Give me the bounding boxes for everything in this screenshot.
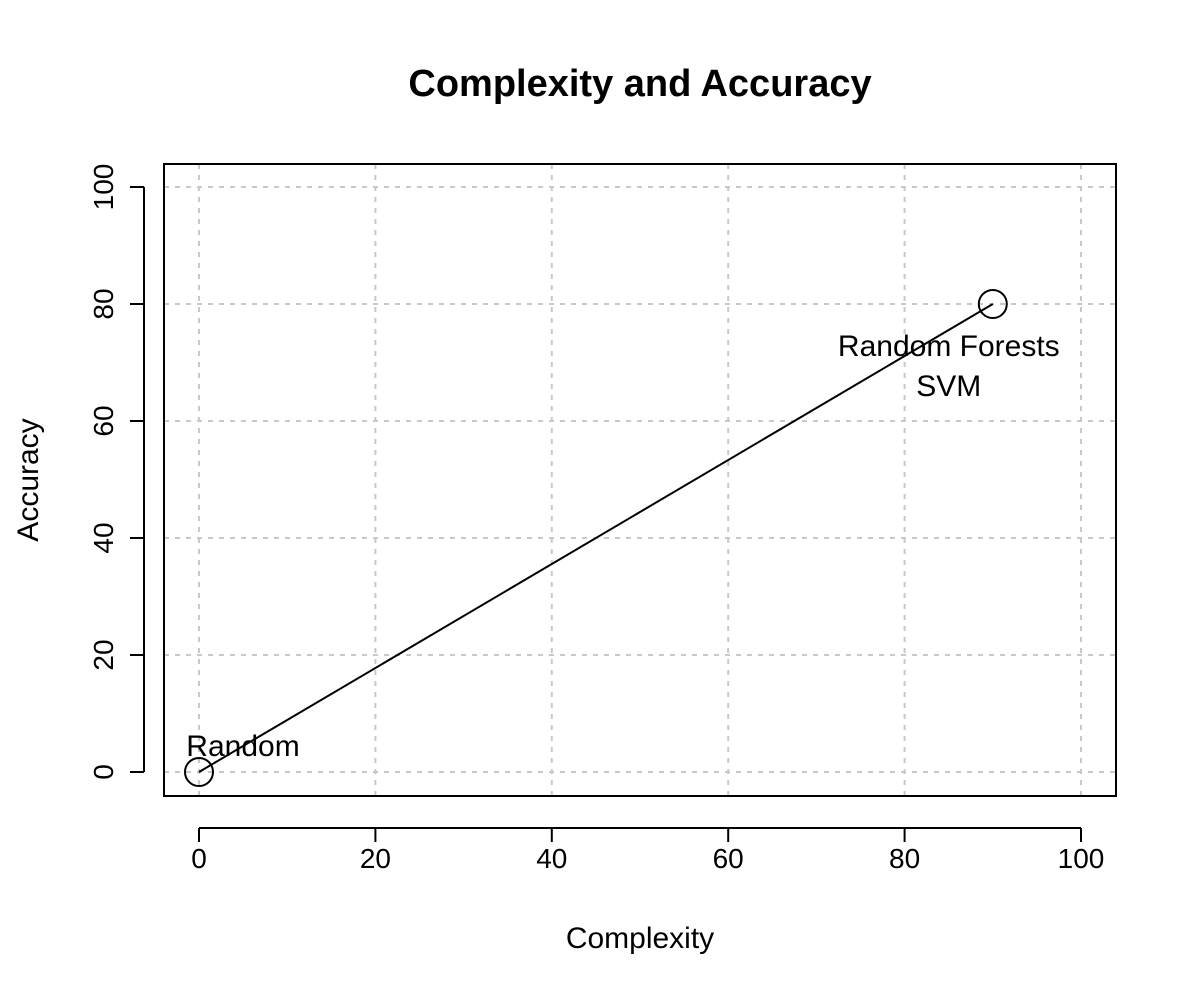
y-tick-label: 80 (88, 288, 119, 319)
x-tick-label: 60 (713, 843, 744, 874)
x-axis-label: Complexity (566, 922, 714, 955)
chart-title: Complexity and Accuracy (408, 63, 871, 105)
grid (164, 164, 1116, 796)
point-label: Random Forests SVM (838, 330, 1060, 403)
x-tick-label: 80 (889, 843, 920, 874)
y-axis: 0 20 40 60 80 100 (88, 164, 145, 780)
y-axis-label: Accuracy (12, 418, 45, 541)
plot-frame (163, 163, 1117, 797)
y-tick-label: 20 (88, 639, 119, 670)
y-tick-label: 0 (88, 764, 119, 780)
x-axis: 0 20 40 60 80 100 (191, 827, 1105, 874)
y-tick-label: 40 (88, 522, 119, 553)
x-tick-label: 40 (536, 843, 567, 874)
y-tick-label: 100 (88, 164, 119, 211)
data-point (977, 289, 1008, 319)
point-label: Random (186, 730, 299, 763)
y-tick-label: 60 (88, 405, 119, 436)
series-line (198, 303, 994, 773)
series: Random Random Forests SVM (184, 289, 1060, 787)
x-tick-label: 100 (1058, 843, 1105, 874)
x-tick-label: 20 (360, 843, 391, 874)
x-tick-label: 0 (191, 843, 207, 874)
data-point (184, 757, 214, 787)
